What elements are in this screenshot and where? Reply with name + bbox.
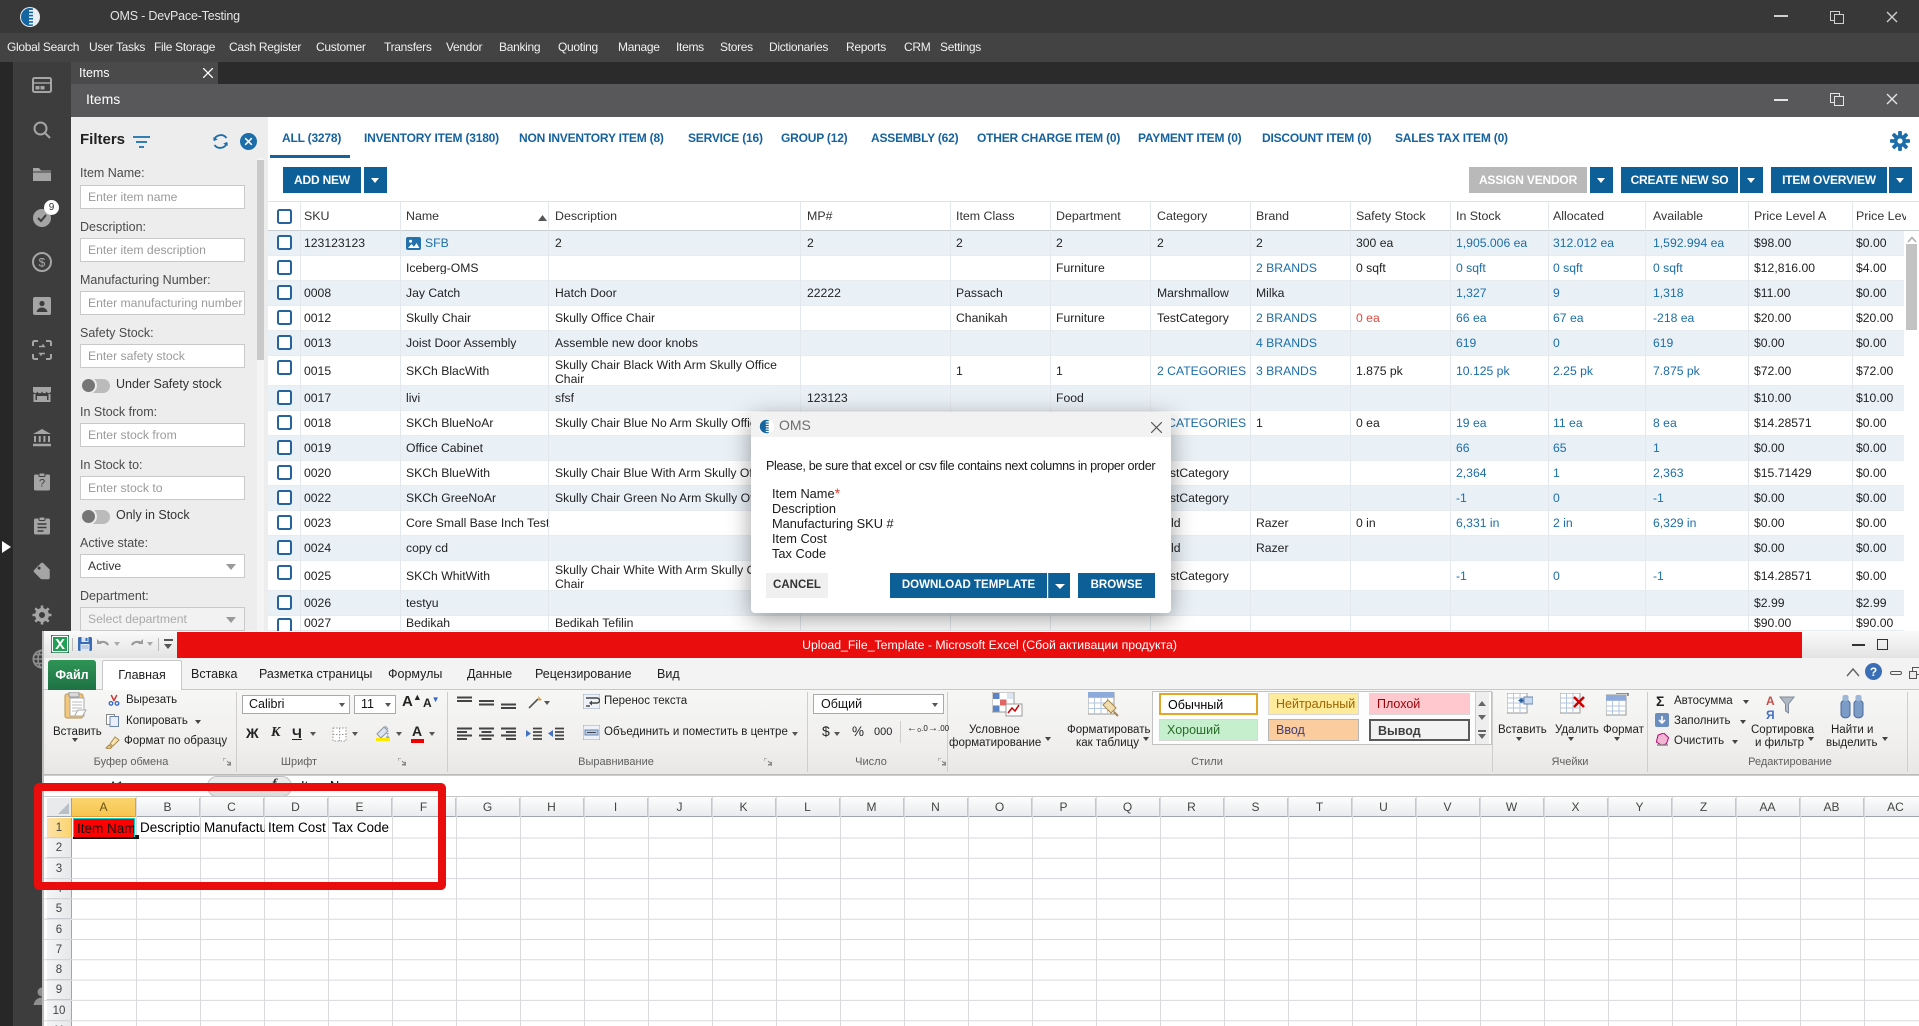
- svg-text:$: $: [39, 256, 46, 270]
- svg-text:Я: Я: [1766, 708, 1775, 721]
- svg-text:А: А: [1766, 694, 1775, 708]
- svg-text:?: ?: [1870, 665, 1877, 679]
- svg-text:?: ?: [39, 478, 45, 490]
